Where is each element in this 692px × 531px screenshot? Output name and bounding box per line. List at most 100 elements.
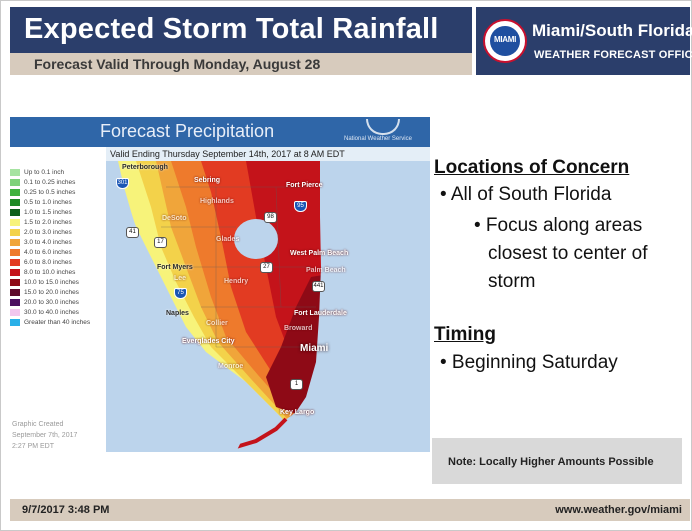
legend-label: 2.0 to 3.0 inches [24, 228, 72, 236]
legend-label: 20.0 to 30.0 inches [24, 298, 79, 306]
title-bar: Expected Storm Total Rainfall [10, 7, 472, 53]
agency-label: National Weather Service [344, 136, 412, 142]
legend-label: 3.0 to 4.0 inches [24, 238, 72, 246]
rainfall-map: Valid Ending Thursday September 14th, 20… [106, 147, 430, 452]
legend-item: Greater than 40 inches [10, 317, 90, 327]
route-shield-75: 75 [174, 288, 187, 299]
legend-item: 0.25 to 0.5 inches [10, 187, 90, 197]
concern-bullet-1: • All of South Florida [440, 184, 612, 205]
legend-swatch [10, 168, 20, 176]
slide-title: Expected Storm Total Rainfall [24, 13, 439, 45]
map-banner-title: Forecast Precipitation [100, 121, 275, 141]
route-shield-1: 1 [290, 379, 303, 390]
city-west-palm-beach: West Palm Beach [290, 250, 349, 257]
route-shield-95: 95 [294, 201, 307, 212]
note-box: Note: Locally Higher Amounts Possible [432, 438, 682, 484]
legend-swatch [10, 308, 20, 316]
graphic-created: Graphic Created September 7th, 2017 2:27… [12, 419, 77, 452]
route-shield-98: 98 [264, 212, 277, 223]
legend-item: 6.0 to 8.0 inches [10, 257, 90, 267]
office-city: Miami/South Florida [532, 21, 692, 40]
legend-item: 2.0 to 3.0 inches [10, 227, 90, 237]
legend-swatch [10, 228, 20, 236]
map-banner: Forecast Precipitation National Weather … [10, 117, 430, 147]
county-desoto: DeSoto [162, 215, 187, 222]
legend-label: Greater than 40 inches [24, 318, 91, 326]
city-key-largo: Key Largo [280, 409, 315, 416]
legend-swatch [10, 178, 20, 186]
legend-swatch [10, 278, 20, 286]
legend-swatch [10, 208, 20, 216]
legend-label: 8.0 to 10.0 inches [24, 268, 76, 276]
route-shield-17: 17 [154, 237, 167, 248]
legend-label: 0.1 to 0.25 inches [24, 178, 76, 186]
legend-swatch [10, 248, 20, 256]
legend-item: 20.0 to 30.0 inches [10, 297, 90, 307]
legend-item: 1.5 to 2.0 inches [10, 217, 90, 227]
legend-label: 10.0 to 15.0 inches [24, 278, 79, 286]
city-everglades-city: Everglades City [182, 338, 235, 345]
nws-logo-icon: MIAMI [483, 19, 527, 63]
footer-bar: 9/7/2017 3:48 PM www.weather.gov/miami [10, 499, 690, 521]
city-peterborough: Peterborough [122, 164, 168, 171]
office-badge: MIAMI Miami/South Florida WEATHER FORECA… [476, 7, 692, 75]
route-shield-27: 27 [260, 262, 273, 273]
legend-label: 0.5 to 1.0 inches [24, 198, 72, 206]
city-fort-lauderdale: Fort Lauderdale [294, 310, 347, 317]
subtitle-bar: Forecast Valid Through Monday, August 28 [10, 53, 472, 75]
valid-time-text: Valid Ending Thursday September 14th, 20… [110, 149, 345, 159]
city-sebring: Sebring [194, 177, 221, 184]
concern-bullet-2: • Focus along areas closest to center of… [474, 212, 647, 296]
legend-swatch [10, 318, 20, 326]
concern-line: closest to center of [488, 243, 648, 264]
legend-panel: Up to 0.1 inch 0.1 to 0.25 inches 0.25 to … [10, 147, 106, 452]
county-monroe: Monroe [218, 363, 244, 370]
route-shield-41: 41 [126, 227, 139, 238]
legend-swatch [10, 298, 20, 306]
county-palm-beach: Palm Beach [306, 267, 346, 274]
legend-item: 15.0 to 20.0 inches [10, 287, 90, 297]
legend-item: 3.0 to 4.0 inches [10, 237, 90, 247]
logo-text: MIAMI [493, 35, 517, 44]
note-text: Note: Locally Higher Amounts Possible [448, 456, 654, 468]
county-glades: Glades [216, 236, 240, 243]
county-highlands: Highlands [200, 198, 234, 205]
slide-subtitle: Forecast Valid Through Monday, August 28 [34, 56, 321, 72]
florida-map-graphic [106, 147, 430, 452]
legend-item: 30.0 to 40.0 inches [10, 307, 90, 317]
legend-label: 0.25 to 0.5 inches [24, 188, 76, 196]
footer-url[interactable]: www.weather.gov/miami [555, 504, 682, 516]
legend-item: 4.0 to 6.0 inches [10, 247, 90, 257]
legend-swatch [10, 288, 20, 296]
route-shield-301: 301 [116, 178, 129, 189]
legend-item: 0.5 to 1.0 inches [10, 197, 90, 207]
legend-swatch [10, 258, 20, 266]
city-miami: Miami [300, 343, 329, 354]
route-shield-441: 441 [312, 281, 325, 292]
legend-label: 6.0 to 8.0 inches [24, 258, 72, 266]
nws-swirl-icon [366, 119, 400, 135]
legend-swatch [10, 268, 20, 276]
legend-swatch [10, 198, 20, 206]
created-line: September 7th, 2017 [12, 432, 78, 439]
legend-label: 4.0 to 6.0 inches [24, 248, 72, 256]
legend-item: 1.0 to 1.5 inches [10, 207, 90, 217]
concern-line: • Focus along areas [474, 215, 643, 236]
county-collier: Collier [206, 320, 228, 327]
city-naples: Naples [166, 310, 189, 317]
legend-swatch [10, 218, 20, 226]
county-hendry: Hendry [224, 278, 249, 285]
legend-label: 1.5 to 2.0 inches [24, 218, 72, 226]
city-fort-myers: Fort Myers [157, 264, 193, 271]
legend-item: 0.1 to 0.25 inches [10, 177, 90, 187]
legend-item: 8.0 to 10.0 inches [10, 267, 90, 277]
county-broward: Broward [284, 325, 313, 332]
created-line: 2:27 PM EDT [12, 443, 55, 450]
footer-timestamp: 9/7/2017 3:48 PM [22, 504, 110, 516]
rainfall-legend: Up to 0.1 inch 0.1 to 0.25 inches 0.25 to … [10, 167, 90, 327]
legend-item: Up to 0.1 inch [10, 167, 90, 177]
legend-label: 1.0 to 1.5 inches [24, 208, 72, 216]
legend-swatch [10, 188, 20, 196]
legend-label: 15.0 to 20.0 inches [24, 288, 79, 296]
concern-line: storm [488, 271, 536, 292]
